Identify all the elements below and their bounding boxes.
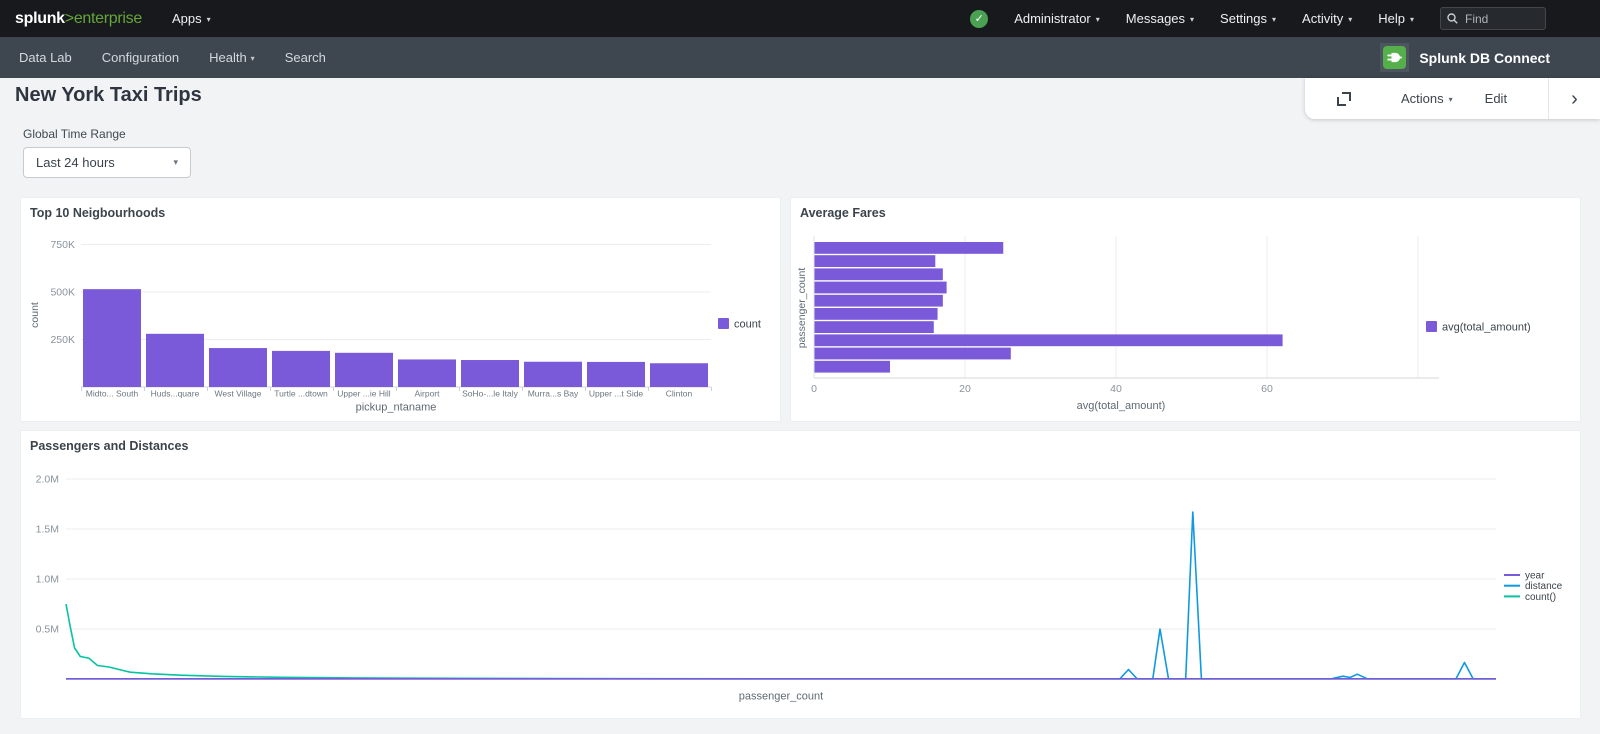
svg-text:avg(total_amount): avg(total_amount) — [1442, 322, 1531, 334]
svg-text:1.5M: 1.5M — [36, 524, 59, 536]
appnav-item-health[interactable]: Health ▾ — [209, 50, 255, 65]
actions-button-label: Actions — [1401, 91, 1444, 106]
appnav-item-data-lab[interactable]: Data Lab — [19, 50, 72, 65]
svg-text:60: 60 — [1261, 383, 1273, 395]
logo-brand: splunk — [15, 9, 65, 27]
fullscreen-icon[interactable] — [1337, 91, 1351, 106]
menu-administrator-label: Administrator — [1014, 11, 1091, 26]
menu-help-label: Help — [1378, 11, 1405, 26]
time-range-value: Last 24 hours — [36, 155, 115, 170]
caret-down-icon: ▾ — [1409, 15, 1414, 24]
svg-text:500K: 500K — [50, 287, 75, 299]
actions-button[interactable]: Actions ▾ — [1401, 91, 1453, 106]
caret-down-icon: ▾ — [1272, 15, 1277, 24]
menu-administrator[interactable]: Administrator ▾ — [1014, 11, 1100, 26]
svg-text:avg(total_amount): avg(total_amount) — [1077, 400, 1166, 412]
appnav-item-search-label: Search — [284, 50, 326, 65]
svg-text:Airport: Airport — [414, 389, 440, 399]
time-range-label: Global Time Range — [23, 127, 126, 141]
svg-text:Huds...quare: Huds...quare — [151, 389, 200, 399]
svg-text:20: 20 — [959, 383, 971, 395]
menu-settings-label: Settings — [1220, 11, 1268, 26]
svg-text:1.0M: 1.0M — [36, 574, 59, 586]
topnav-right-group: ✓ Administrator ▾ Messages ▾ Settings ▾ Act… — [970, 7, 1546, 30]
panel-title: Top 10 Neigbourhoods — [30, 206, 166, 220]
menu-activity-label: Activity — [1302, 11, 1344, 26]
chevron-right-icon: › — [1571, 87, 1578, 110]
menu-help[interactable]: Help ▾ — [1378, 11, 1414, 26]
appnav-item-configuration-label: Configuration — [101, 50, 180, 65]
svg-text:Turtle ...dtown: Turtle ...dtown — [274, 389, 328, 399]
menu-activity[interactable]: Activity ▾ — [1302, 11, 1352, 26]
svg-text:Upper ...t Side: Upper ...t Side — [589, 389, 644, 399]
db-connect-icon-frame — [1380, 43, 1410, 72]
svg-text:count(): count() — [1525, 592, 1556, 603]
svg-text:0.5M: 0.5M — [36, 624, 59, 636]
caret-down-icon: ▾ — [173, 157, 178, 167]
edit-button-label: Edit — [1484, 91, 1508, 106]
menu-messages-label: Messages — [1125, 11, 1186, 26]
caret-down-icon: ▾ — [1448, 95, 1453, 104]
svg-text:40: 40 — [1110, 383, 1122, 395]
app-title: Splunk DB Connect — [1419, 49, 1550, 66]
appnav-item-data-lab-label: Data Lab — [19, 50, 72, 65]
db-connect-plug-icon — [1383, 46, 1407, 69]
panel-average-fares: Average Fares 0 20 40 60 avg(total_amount) pa… — [790, 197, 1581, 422]
caret-down-icon: ▾ — [1095, 15, 1100, 24]
svg-text:count: count — [734, 319, 761, 331]
app-identity: Splunk DB Connect — [1380, 43, 1550, 72]
find-search-box[interactable] — [1440, 7, 1546, 30]
svg-text:0: 0 — [811, 383, 817, 395]
health-check-icon[interactable]: ✓ — [970, 9, 989, 28]
passengers-distances-line-chart[interactable]: 0.5M 1.0M 1.5M 2.0M passenger_count yeardista… — [21, 431, 1582, 720]
svg-text:distance: distance — [1525, 581, 1563, 592]
svg-text:750K: 750K — [50, 239, 75, 251]
svg-text:Midto... South: Midto... South — [86, 389, 139, 399]
plug-icon — [1387, 52, 1403, 63]
svg-text:Murra...s Bay: Murra...s Bay — [528, 389, 579, 399]
svg-text:passenger_count: passenger_count — [739, 691, 823, 703]
panel-title: Average Fares — [800, 206, 886, 220]
search-icon — [1447, 13, 1458, 24]
caret-down-icon: ▾ — [250, 54, 255, 63]
svg-text:Upper ...ie Hill: Upper ...ie Hill — [337, 389, 390, 399]
svg-text:SoHo-...le Italy: SoHo-...le Italy — [462, 389, 518, 399]
logo-product: enterprise — [73, 9, 142, 27]
svg-text:Clinton: Clinton — [666, 389, 693, 399]
top-navbar: splunk>enterprise Apps ▾ ✓ Administrator ▾… — [0, 0, 1600, 37]
appnav-item-configuration[interactable]: Configuration — [102, 50, 179, 65]
menu-settings[interactable]: Settings ▾ — [1220, 11, 1276, 26]
appnav-item-search[interactable]: Search — [285, 50, 326, 65]
panel-passengers-distances: Passengers and Distances 0.5M 1.0M 1.5M 2.0… — [20, 430, 1581, 719]
caret-down-icon: ▾ — [1190, 15, 1195, 24]
caret-down-icon: ▾ — [206, 15, 211, 24]
splunk-logo[interactable]: splunk>enterprise — [15, 10, 142, 28]
toolbar-expand-section[interactable]: › — [1548, 78, 1600, 119]
panel-top10-neighbourhoods: Top 10 Neigbourhoods 750K 500K 250K Midto..… — [20, 197, 781, 422]
find-input[interactable] — [1463, 10, 1535, 27]
dashboard-toolbar: Actions ▾ Edit › — [1305, 78, 1600, 119]
edit-button[interactable]: Edit — [1485, 91, 1507, 106]
svg-text:2.0M: 2.0M — [36, 474, 59, 486]
check-glyph: ✓ — [974, 12, 984, 25]
svg-text:West Village: West Village — [215, 389, 262, 399]
appnav-item-health-label: Health — [209, 50, 247, 65]
top10-bar-chart[interactable]: 750K 500K 250K Midto... South Huds...quare We… — [21, 198, 782, 423]
apps-menu[interactable]: Apps ▾ — [172, 11, 211, 26]
svg-text:passenger_count: passenger_count — [796, 268, 808, 349]
panel-title: Passengers and Distances — [30, 439, 189, 453]
page-title: New York Taxi Trips — [15, 84, 202, 106]
svg-text:count: count — [29, 302, 41, 328]
svg-text:pickup_ntaname: pickup_ntaname — [356, 402, 437, 414]
caret-down-icon: ▾ — [1348, 15, 1353, 24]
menu-messages[interactable]: Messages ▾ — [1126, 11, 1194, 26]
app-navbar: Data Lab Configuration Health ▾ Search Sp… — [0, 37, 1600, 78]
logo-gt: > — [64, 9, 74, 27]
svg-text:250K: 250K — [50, 334, 75, 346]
apps-menu-label: Apps — [171, 11, 202, 26]
svg-text:year: year — [1525, 571, 1545, 582]
time-range-dropdown[interactable]: Last 24 hours ▾ — [23, 147, 191, 178]
